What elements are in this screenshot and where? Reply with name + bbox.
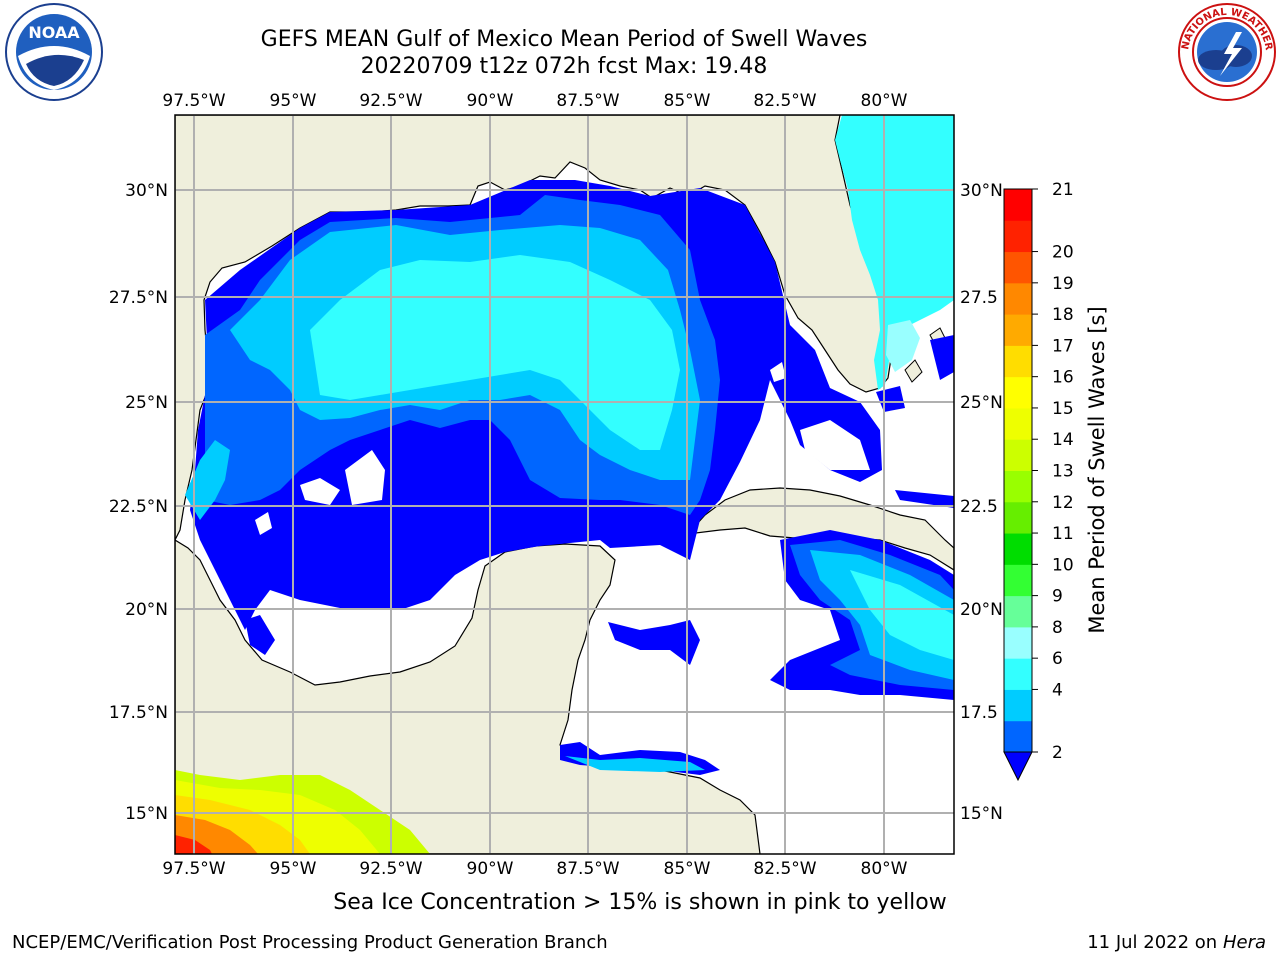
- lat-label-right: 27.5: [960, 288, 998, 308]
- colorbar-tick-label: 13: [1052, 462, 1074, 482]
- noaa-logo-text: NOAA: [28, 23, 80, 42]
- lon-label-bottom: 85°W: [664, 859, 711, 879]
- colorbar-tick-label: 6: [1052, 649, 1063, 669]
- colorbar-segment: [1004, 282, 1032, 315]
- lat-label-left: 17.5°N: [109, 703, 168, 723]
- swell-atlantic-region: [835, 115, 954, 390]
- lon-label-bottom: 80°W: [861, 859, 908, 879]
- swell-atlantic-blue: [876, 335, 954, 508]
- footer-right: 11 Jul 2022 on Hera: [1087, 932, 1266, 953]
- gridlines: [175, 115, 954, 854]
- lat-label-right: 17.5: [960, 703, 998, 723]
- lon-label-top: 87.5°W: [556, 91, 619, 111]
- colorbar-segment: [1004, 564, 1032, 597]
- colorbar-tick-label: 15: [1052, 399, 1074, 419]
- swell-southern-patches: [245, 615, 720, 775]
- colorbar-tick-label: 17: [1052, 336, 1074, 356]
- colorbar-tick-label: 14: [1052, 430, 1074, 450]
- colorbar-tick-label: 2: [1052, 743, 1063, 763]
- colorbar-label: Mean Period of Swell Waves [s]: [1085, 306, 1109, 634]
- lat-labels-right: 30°N 27.5 25°N 22.5 20°N 17.5 15°N: [960, 181, 1003, 824]
- lon-label-top: 92.5°W: [359, 91, 422, 111]
- colorbar-segment: [1004, 595, 1032, 628]
- colorbar-segment: [1004, 626, 1032, 659]
- land-mexico: [175, 539, 761, 854]
- lon-label-bottom: 97.5°W: [162, 859, 225, 879]
- colorbar-tick-label: 19: [1052, 274, 1074, 294]
- lon-label-bottom: 92.5°W: [359, 859, 422, 879]
- lon-label-top: 97.5°W: [162, 91, 225, 111]
- colorbar-segment: [1004, 314, 1032, 346]
- noaa-logo: NOAA: [5, 3, 103, 101]
- colorbar-tick-label: 12: [1052, 493, 1074, 513]
- colorbar-tick-label: 21: [1052, 180, 1074, 200]
- footer-host: Hera: [1222, 932, 1266, 953]
- lat-label-left: 27.5°N: [109, 288, 168, 308]
- lon-label-bottom: 82.5°W: [753, 859, 816, 879]
- lat-label-left: 15°N: [125, 804, 168, 824]
- lat-label-right: 25°N: [960, 393, 1003, 413]
- colorbar-segment: [1004, 345, 1032, 378]
- lon-label-bottom: 95°W: [270, 859, 317, 879]
- land-cuba: [686, 487, 954, 571]
- colorbar-tick-label: 9: [1052, 587, 1063, 607]
- chart-subtitle: 20220709 t12z 072h fcst Max: 19.48: [360, 54, 768, 79]
- colorbar-segment: [1004, 720, 1032, 753]
- colorbar-segment: [1004, 658, 1032, 690]
- colorbar-segment: [1004, 220, 1032, 253]
- colorbar-tick-label: 11: [1052, 524, 1074, 544]
- lon-label-top: 95°W: [270, 91, 317, 111]
- swell-southern-cyan: [565, 756, 705, 772]
- lon-label-bottom: 87.5°W: [556, 859, 619, 879]
- lon-label-top: 82.5°W: [753, 91, 816, 111]
- colorbar-segment: [1004, 251, 1032, 284]
- chart-title: GEFS MEAN Gulf of Mexico Mean Period of …: [260, 27, 868, 52]
- lat-label-right: 20°N: [960, 600, 1003, 620]
- lat-label-left: 20°N: [125, 600, 168, 620]
- colorbar-segment: [1004, 501, 1032, 534]
- lon-label-top: 90°W: [467, 91, 514, 111]
- footer-date: 11 Jul 2022 on: [1087, 932, 1218, 953]
- colorbar-tick-label: 4: [1052, 680, 1063, 700]
- lat-labels-left: 30°N 27.5°N 25°N 22.5°N 20°N 17.5°N 15°N: [109, 181, 168, 824]
- colorbar-segment: [1004, 689, 1032, 722]
- swell-gap-2: [770, 362, 870, 470]
- map-area: [175, 115, 954, 854]
- colorbar-segment: [1004, 470, 1032, 503]
- colorbar-tick-label: 10: [1052, 555, 1074, 575]
- footer-left: NCEP/EMC/Verification Post Processing Pr…: [12, 932, 608, 953]
- lat-label-right: 15°N: [960, 804, 1003, 824]
- colorbar: 2 4 6 8 9 10 11 12 13 14 15 16 17 18 19 20 21: [1003, 180, 1074, 782]
- swell-atlantic-pale: [886, 320, 920, 372]
- lat-label-left: 25°N: [125, 393, 168, 413]
- colorbar-segment: [1004, 533, 1032, 565]
- swell-west-edge: [185, 440, 230, 520]
- colorbar-tick-label: 16: [1052, 368, 1074, 388]
- nws-logo: NATIONAL WEATHER SERVICE: [1176, 2, 1276, 101]
- lon-label-bottom: 90°W: [467, 859, 514, 879]
- swell-caribbean-light: [850, 570, 954, 660]
- colorbar-segment: [1004, 407, 1032, 440]
- lat-label-left: 22.5°N: [109, 497, 168, 517]
- lon-labels-bottom: 97.5°W 95°W 92.5°W 90°W 87.5°W 85°W 82.5°W 80°W: [162, 859, 907, 879]
- colorbar-segment: [1004, 189, 1032, 221]
- colorbar-tick-label: 18: [1052, 305, 1074, 325]
- lon-label-top: 80°W: [861, 91, 908, 111]
- sea-ice-note: Sea Ice Concentration > 15% is shown in …: [333, 890, 947, 915]
- colorbar-segment: [1004, 376, 1032, 409]
- swell-gap-1: [255, 450, 385, 535]
- colorbar-tick-label: 8: [1052, 618, 1063, 638]
- lat-label-right: 22.5: [960, 497, 998, 517]
- lon-label-top: 85°W: [664, 91, 711, 111]
- lon-labels-top: 97.5°W 95°W 92.5°W 90°W 87.5°W 85°W 82.5°W 80°W: [162, 91, 907, 111]
- lat-label-right: 30°N: [960, 181, 1003, 201]
- map-frame: [174, 114, 955, 855]
- colorbar-tick-label: 20: [1052, 243, 1074, 263]
- lat-label-left: 30°N: [125, 181, 168, 201]
- colorbar-under-arrow: [1003, 751, 1033, 782]
- colorbar-segment: [1004, 439, 1032, 471]
